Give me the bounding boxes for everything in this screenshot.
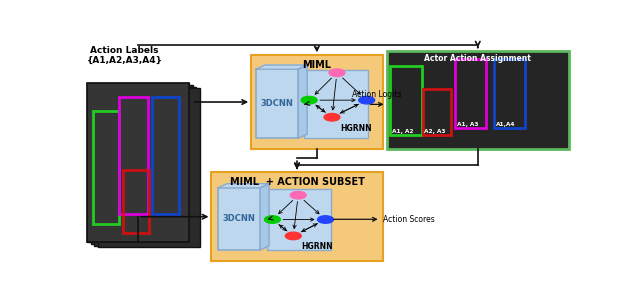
Circle shape [317, 216, 333, 223]
Circle shape [285, 232, 301, 240]
FancyBboxPatch shape [91, 85, 193, 244]
Text: Action Labels
{A1,A2,A3,A4}: Action Labels {A1,A2,A3,A4} [86, 46, 163, 65]
Circle shape [264, 216, 280, 223]
FancyBboxPatch shape [304, 71, 368, 138]
FancyBboxPatch shape [268, 188, 331, 250]
Text: Action Scores: Action Scores [383, 215, 435, 224]
Text: 3DCNN: 3DCNN [260, 99, 294, 108]
Text: A2, A3: A2, A3 [424, 129, 445, 134]
Polygon shape [260, 184, 269, 250]
FancyBboxPatch shape [251, 55, 383, 149]
Polygon shape [298, 65, 307, 138]
FancyBboxPatch shape [256, 69, 298, 138]
Circle shape [329, 69, 345, 77]
FancyBboxPatch shape [98, 88, 200, 247]
Circle shape [359, 96, 374, 104]
FancyBboxPatch shape [88, 83, 189, 243]
Polygon shape [218, 184, 269, 188]
Circle shape [301, 96, 317, 104]
FancyBboxPatch shape [94, 87, 196, 246]
Text: HGRNN: HGRNN [340, 124, 372, 133]
Text: Actor Action Assignment: Actor Action Assignment [424, 54, 531, 63]
Circle shape [291, 192, 306, 199]
Text: HGRNN: HGRNN [301, 242, 333, 251]
Circle shape [324, 113, 340, 121]
Text: MIML: MIML [302, 60, 332, 70]
Text: A1, A3: A1, A3 [457, 122, 479, 126]
FancyBboxPatch shape [211, 172, 383, 261]
Text: A1,A4: A1,A4 [495, 122, 515, 126]
FancyBboxPatch shape [88, 83, 189, 243]
FancyBboxPatch shape [387, 50, 569, 149]
FancyBboxPatch shape [218, 188, 260, 250]
Text: 3DCNN: 3DCNN [223, 214, 255, 223]
Text: A1, A2: A1, A2 [392, 129, 414, 134]
Text: Action Logits: Action Logits [353, 89, 402, 98]
Text: MIML  + ACTION SUBSET: MIML + ACTION SUBSET [230, 177, 364, 187]
Polygon shape [256, 65, 307, 69]
